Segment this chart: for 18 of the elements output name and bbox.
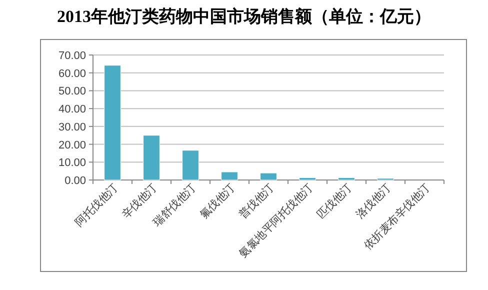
y-tick-label: 30.00 xyxy=(58,121,86,134)
bar xyxy=(221,172,238,180)
bar xyxy=(338,177,355,180)
bar xyxy=(143,135,160,180)
bar xyxy=(104,65,121,180)
bar xyxy=(182,150,199,180)
y-tick-label: 70.00 xyxy=(58,50,86,62)
bar xyxy=(299,177,316,180)
y-tick-label: 60.00 xyxy=(58,68,86,80)
x-tick-label: 氟伐他汀 xyxy=(198,182,238,222)
y-tick-label: 40.00 xyxy=(58,104,86,116)
y-tick-label: 20.00 xyxy=(58,139,86,152)
y-tick-label: 0.00 xyxy=(64,175,86,187)
chart-title: 2013年他汀类药物中国市场销售额（单位：亿元） xyxy=(57,7,431,26)
y-tick-label: 50.00 xyxy=(58,86,86,98)
y-tick-label: 10.00 xyxy=(58,157,86,170)
bar xyxy=(260,172,277,180)
x-tick-label: 匹伐他汀 xyxy=(315,182,355,222)
